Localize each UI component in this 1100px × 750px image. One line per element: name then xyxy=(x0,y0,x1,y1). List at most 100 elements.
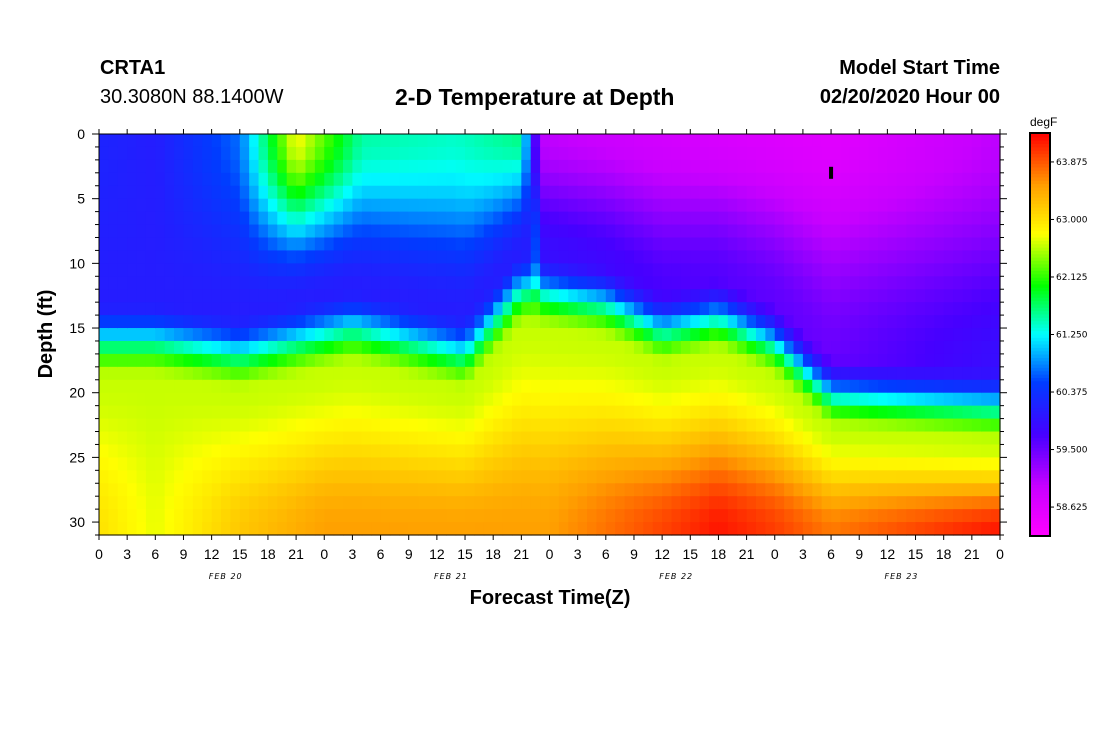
heatmap-cell xyxy=(699,250,710,264)
heatmap-cell xyxy=(615,431,626,446)
heatmap-cell xyxy=(521,418,532,433)
heatmap-cell xyxy=(915,405,926,420)
heatmap-cell xyxy=(765,328,776,342)
heatmap-cell xyxy=(117,379,128,394)
heatmap-cell xyxy=(202,470,213,484)
heatmap-cell xyxy=(793,159,804,174)
heatmap-cell xyxy=(286,405,297,420)
heatmap-cell xyxy=(831,431,842,446)
heatmap-cell xyxy=(343,315,354,329)
heatmap-cell xyxy=(859,328,870,342)
heatmap-cell xyxy=(249,211,260,226)
colorbar-segment xyxy=(1030,481,1050,486)
heatmap-cell xyxy=(174,483,185,497)
heatmap-cell xyxy=(643,315,654,329)
heatmap-cell xyxy=(136,276,147,290)
heatmap-cell xyxy=(549,366,560,381)
heatmap-cell xyxy=(990,224,1001,239)
heatmap-cell xyxy=(840,418,851,433)
heatmap-cell xyxy=(924,379,935,394)
heatmap-cell xyxy=(990,159,1001,174)
heatmap-cell xyxy=(915,211,926,226)
heatmap-cell xyxy=(192,289,203,303)
heatmap-cell xyxy=(136,470,147,484)
heatmap-cell xyxy=(249,353,260,368)
heatmap-cell xyxy=(136,315,147,329)
heatmap-cell xyxy=(709,496,720,510)
heatmap-cell xyxy=(267,289,278,303)
heatmap-cell xyxy=(249,379,260,394)
heatmap-cell xyxy=(549,185,560,200)
heatmap-cell xyxy=(558,405,569,420)
heatmap-cell xyxy=(239,289,250,303)
heatmap-cell xyxy=(249,276,260,290)
heatmap-cell xyxy=(418,379,429,394)
heatmap-cell xyxy=(906,418,917,433)
heatmap-cell xyxy=(577,250,588,264)
heatmap-cell xyxy=(615,315,626,329)
heatmap-cell xyxy=(699,276,710,290)
heatmap-cell xyxy=(859,418,870,433)
heatmap-cell xyxy=(286,134,297,148)
heatmap-cell xyxy=(446,159,457,174)
heatmap-cell xyxy=(709,172,720,187)
heatmap-cell xyxy=(906,522,917,536)
heatmap-cell xyxy=(455,470,466,484)
heatmap-cell xyxy=(802,392,813,407)
heatmap-cell xyxy=(296,444,307,458)
heatmap-cell xyxy=(427,237,438,252)
heatmap-cell xyxy=(652,172,663,187)
heatmap-cell xyxy=(671,444,682,458)
heatmap-cell xyxy=(849,431,860,446)
heatmap-cell xyxy=(915,522,926,536)
heatmap-cell xyxy=(324,250,335,264)
heatmap-cell xyxy=(155,496,166,510)
heatmap-cell xyxy=(755,353,766,368)
heatmap-cell xyxy=(887,405,898,420)
heatmap-cell xyxy=(859,276,870,290)
heatmap-cell xyxy=(643,237,654,252)
heatmap-cell xyxy=(971,211,982,226)
heatmap-cell xyxy=(793,353,804,368)
heatmap-cell xyxy=(474,457,485,471)
heatmap-cell xyxy=(549,289,560,303)
heatmap-cell xyxy=(493,237,504,252)
heatmap-cell xyxy=(680,159,691,174)
heatmap-cell xyxy=(840,444,851,458)
heatmap-cell xyxy=(258,198,269,213)
heatmap-cell xyxy=(643,470,654,484)
heatmap-cell xyxy=(868,237,879,252)
heatmap-cell xyxy=(183,198,194,213)
heatmap-cell xyxy=(605,418,616,433)
heatmap-cell xyxy=(755,198,766,213)
heatmap-cell xyxy=(774,250,785,264)
heatmap-cell xyxy=(258,263,269,277)
heatmap-cell xyxy=(530,522,541,536)
heatmap-cell xyxy=(202,353,213,368)
heatmap-cell xyxy=(164,366,175,381)
heatmap-cell xyxy=(530,134,541,148)
heatmap-cell xyxy=(183,340,194,355)
heatmap-cell xyxy=(643,379,654,394)
heatmap-cell xyxy=(643,146,654,161)
heatmap-cell xyxy=(868,470,879,484)
heatmap-cell xyxy=(633,250,644,264)
heatmap-cell xyxy=(136,444,147,458)
heatmap-cell xyxy=(286,159,297,174)
heatmap-cell xyxy=(371,405,382,420)
heatmap-cell xyxy=(849,211,860,226)
heatmap-cell xyxy=(465,159,476,174)
heatmap-cell xyxy=(192,211,203,226)
heatmap-cell xyxy=(709,340,720,355)
heatmap-cell xyxy=(164,237,175,252)
heatmap-cell xyxy=(690,302,701,316)
heatmap-cell xyxy=(812,405,823,420)
heatmap-cell xyxy=(906,198,917,213)
heatmap-cell xyxy=(352,185,363,200)
heatmap-cell xyxy=(765,522,776,536)
heatmap-cell xyxy=(558,522,569,536)
heatmap-cell xyxy=(455,315,466,329)
heatmap-cell xyxy=(174,418,185,433)
heatmap-cell xyxy=(587,405,598,420)
heatmap-cell xyxy=(455,431,466,446)
